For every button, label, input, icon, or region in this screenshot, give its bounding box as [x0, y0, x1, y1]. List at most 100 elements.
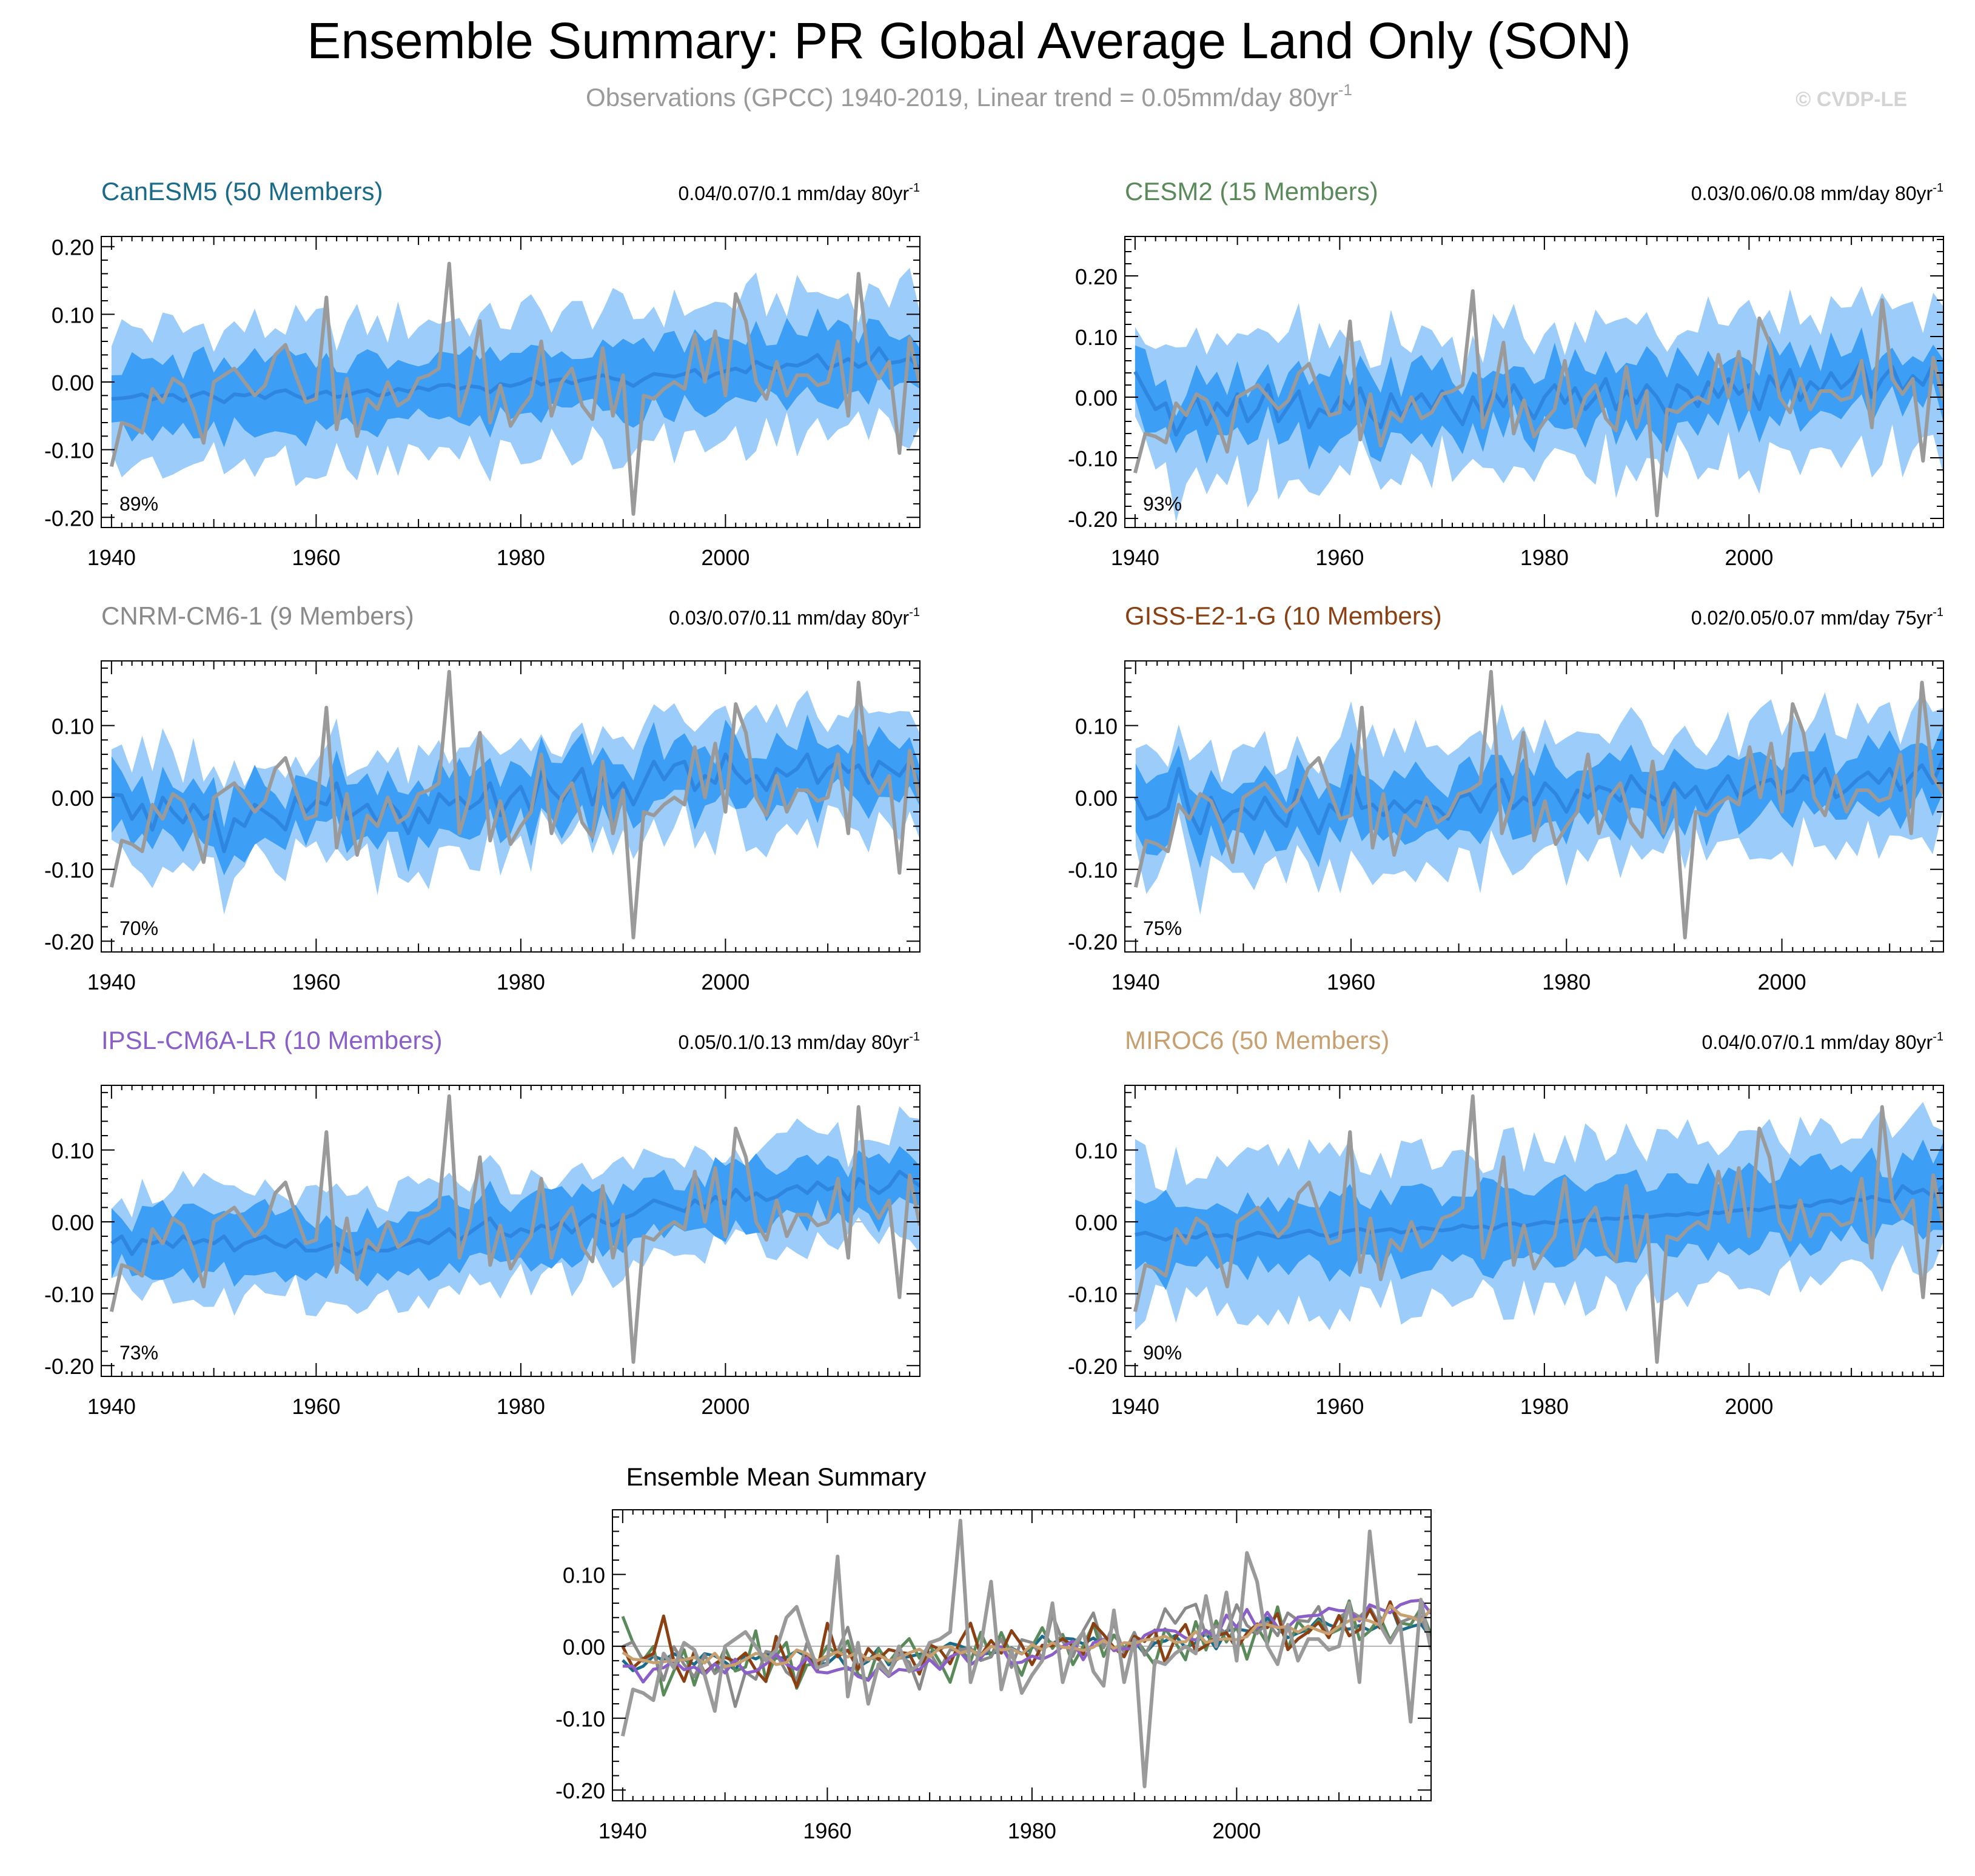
plot-area [1125, 1094, 1943, 1364]
panels-group: CanESM5 (50 Members) 0.04/0.07/0.1 mm/day… [44, 177, 1944, 1843]
x-tick-label: 2000 [701, 970, 749, 994]
y-tick-label: 0.00 [1075, 786, 1118, 811]
panel-trend-label: 0.03/0.07/0.11 mm/day 80yr-1 [669, 606, 920, 629]
y-tick-label: -0.20 [555, 1778, 605, 1803]
chart-panel-1: CESM2 (15 Members) 0.03/0.06/0.08 mm/day … [1068, 177, 1944, 570]
ensemble-mean-line [1135, 1184, 1943, 1242]
panel-trend-label: 0.02/0.05/0.07 mm/day 75yr-1 [1691, 606, 1943, 629]
x-tick-label: 1940 [1111, 545, 1159, 570]
y-tick-label: 0.10 [1075, 714, 1118, 739]
x-tick-label: 1980 [1520, 545, 1569, 570]
y-tick-label: -0.10 [1068, 858, 1118, 883]
panel-trend-label: 0.04/0.07/0.1 mm/day 80yr-1 [1702, 1030, 1943, 1053]
y-tick-label: -0.10 [555, 1707, 605, 1732]
y-tick-label: 0.10 [563, 1563, 605, 1588]
panel-title: MIROC6 (50 Members) [1125, 1026, 1389, 1054]
ensemble-mean-series-3 [621, 1600, 1402, 1689]
plot-area [612, 1518, 1431, 1789]
x-tick-label: 1980 [497, 970, 545, 994]
x-tick-label: 1960 [292, 1394, 340, 1419]
plot-area [101, 261, 920, 516]
ensemble-mean-series-4 [622, 1598, 1431, 1684]
y-tick-label: -0.10 [1068, 1282, 1118, 1307]
y-tick-label: -0.10 [1068, 446, 1118, 471]
x-tick-label: 2000 [1212, 1818, 1261, 1843]
ensemble-mean-series-1 [621, 1599, 1431, 1697]
x-tick-label: 1940 [87, 545, 136, 570]
x-tick-label: 1960 [1315, 1394, 1364, 1419]
y-tick-label: 0.00 [52, 786, 94, 811]
y-tick-label: -0.10 [44, 438, 94, 463]
plot-area [101, 669, 920, 940]
observations-line [620, 1518, 1431, 1789]
x-tick-label: 1960 [1315, 545, 1364, 570]
observations-line [109, 261, 920, 516]
observations-line [1133, 289, 1943, 517]
x-tick-label: 1940 [87, 970, 136, 994]
x-tick-label: 1980 [1008, 1818, 1056, 1843]
y-tick-label: -0.20 [1068, 1354, 1118, 1379]
x-tick-label: 1940 [1112, 970, 1160, 994]
panel-title: CNRM-CM6-1 (9 Members) [101, 601, 414, 630]
panel-percent-label: 73% [119, 1342, 158, 1364]
panel-trend-label: 0.05/0.1/0.13 mm/day 80yr-1 [679, 1030, 920, 1053]
chart-panel-5: MIROC6 (50 Members) 0.04/0.07/0.1 mm/day … [1068, 1026, 1944, 1419]
plot-area [101, 1094, 920, 1364]
y-tick-label: 0.00 [1075, 386, 1118, 410]
panel-title: IPSL-CM6A-LR (10 Members) [101, 1026, 442, 1054]
x-tick-label: 1960 [292, 970, 340, 994]
y-tick-label: -0.20 [44, 930, 94, 954]
panel-percent-label: 90% [1143, 1342, 1182, 1364]
panel-title: CESM2 (15 Members) [1125, 177, 1378, 206]
x-tick-label: 1980 [497, 1394, 545, 1419]
observations-line [109, 669, 920, 940]
x-tick-label: 1960 [803, 1818, 851, 1843]
plot-area [1125, 669, 1943, 940]
panel-trend-label: 0.04/0.07/0.1 mm/day 80yr-1 [679, 181, 920, 204]
observations-line [109, 1094, 920, 1364]
x-tick-label: 1960 [292, 545, 340, 570]
ensemble-mean-line [1133, 359, 1943, 437]
x-tick-label: 1980 [1520, 1394, 1569, 1419]
chart-panel-6: Ensemble Mean Summary -0.20 -0.10 0.00 0.10 1… [555, 1462, 1432, 1843]
observations-line [1133, 669, 1943, 940]
panel-percent-label: 93% [1143, 493, 1182, 515]
copyright-label: © CVDP-LE [1796, 88, 1907, 111]
y-tick-label: -0.20 [1068, 507, 1118, 532]
y-tick-label: -0.20 [44, 506, 94, 531]
panel-title: Ensemble Mean Summary [626, 1462, 927, 1491]
y-tick-label: -0.10 [44, 1282, 94, 1307]
chart-panel-3: GISS-E2-1-G (10 Members) 0.02/0.05/0.07 m… [1068, 601, 1944, 994]
x-tick-label: 1940 [87, 1394, 136, 1419]
x-tick-label: 2000 [1725, 1394, 1773, 1419]
y-tick-label: 0.10 [52, 303, 94, 327]
y-tick-label: -0.10 [44, 858, 94, 883]
x-tick-label: 2000 [701, 545, 749, 570]
y-tick-label: 0.20 [52, 235, 94, 260]
y-tick-label: 0.10 [1075, 325, 1118, 350]
panel-title: GISS-E2-1-G (10 Members) [1125, 601, 1442, 630]
panel-percent-label: 75% [1143, 917, 1182, 939]
chart-panel-0: CanESM5 (50 Members) 0.04/0.07/0.1 mm/day… [44, 177, 920, 570]
x-tick-label: 2000 [701, 1394, 749, 1419]
y-tick-label: 0.00 [52, 370, 94, 395]
x-tick-label: 2000 [1725, 545, 1773, 570]
y-tick-label: 0.10 [52, 714, 94, 739]
x-tick-label: 1940 [599, 1818, 647, 1843]
plot-area [1125, 286, 1943, 522]
x-tick-label: 1940 [1111, 1394, 1159, 1419]
y-tick-label: -0.20 [44, 1354, 94, 1379]
ensemble-mean-line [110, 1170, 920, 1256]
y-tick-label: 0.00 [52, 1210, 94, 1235]
panel-trend-label: 0.03/0.06/0.08 mm/day 80yr-1 [1691, 181, 1943, 204]
figure-subtitle: Observations (GPCC) 1940-2019, Linear tr… [586, 81, 1352, 112]
x-tick-label: 1960 [1327, 970, 1375, 994]
observations-line [1133, 1094, 1943, 1364]
figure-title: Ensemble Summary: PR Global Average Land… [307, 12, 1631, 69]
ensemble-mean-line [111, 752, 920, 854]
panel-percent-label: 89% [119, 493, 158, 515]
ensemble-mean-line [111, 346, 920, 404]
y-tick-label: 0.10 [1075, 1139, 1118, 1164]
y-tick-label: 0.00 [563, 1635, 605, 1660]
